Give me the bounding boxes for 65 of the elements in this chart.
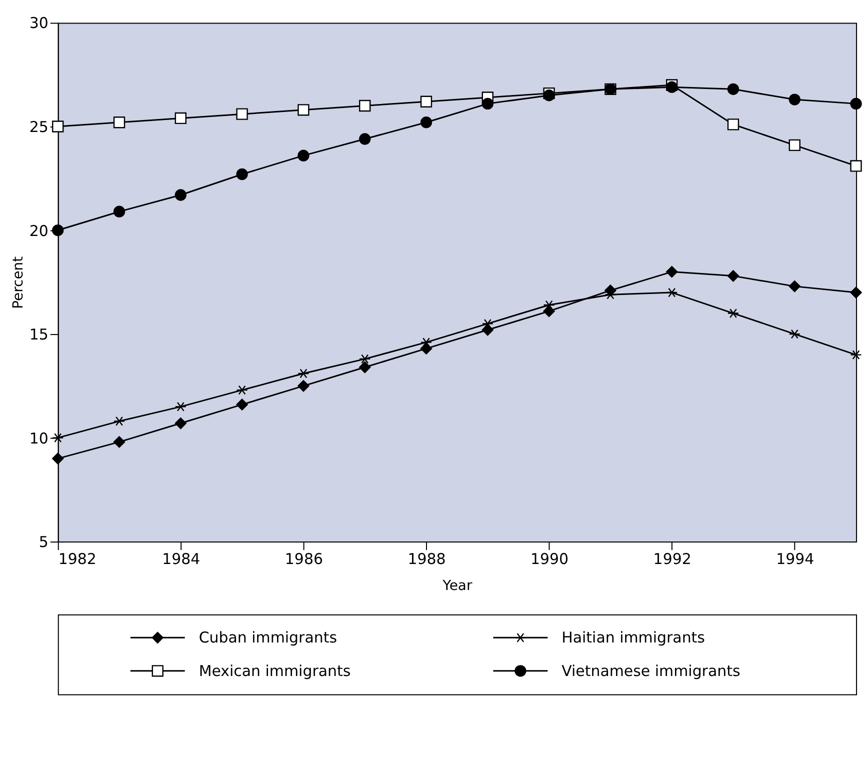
point: [52, 452, 64, 464]
point: [482, 318, 494, 328]
legend-label: Mexican immigrants: [198, 662, 351, 680]
y-tick-label: 10: [29, 429, 48, 448]
point: [236, 398, 248, 410]
x-tick-label: 1990: [530, 550, 569, 568]
y-tick-label: 25: [29, 118, 48, 136]
point: [727, 270, 740, 282]
point: [298, 150, 310, 162]
point: [666, 288, 678, 298]
point: [52, 120, 64, 132]
point: [52, 224, 64, 236]
point: [236, 108, 248, 120]
y-tick-label: 20: [29, 222, 48, 240]
point: [543, 300, 555, 310]
point: [174, 402, 186, 412]
point: [850, 98, 862, 110]
point: [788, 94, 800, 106]
point: [788, 280, 800, 292]
point: [850, 286, 862, 298]
point: [174, 189, 186, 201]
point: [420, 338, 432, 348]
point: [113, 416, 126, 426]
point: [543, 90, 555, 102]
x-tick-label: 1988: [408, 550, 446, 568]
point: [359, 133, 371, 145]
point: [420, 116, 432, 128]
x-tick-label: 1984: [162, 550, 200, 568]
point: [298, 104, 310, 116]
x-tick-label: 1982: [58, 550, 96, 568]
point: [788, 139, 800, 152]
point: [52, 433, 64, 443]
y-tick-label: 5: [38, 533, 48, 552]
point: [236, 385, 248, 395]
point: [113, 116, 126, 128]
y-tick-label: 15: [29, 326, 48, 344]
point: [298, 380, 310, 392]
point: [727, 308, 740, 318]
point: [359, 100, 371, 112]
point: [174, 112, 186, 124]
x-tick-label: 1992: [653, 550, 692, 568]
point: [666, 266, 678, 278]
point: [727, 83, 740, 95]
y-tick-label: 30: [29, 14, 48, 32]
y-axis-title: Percent: [10, 256, 26, 309]
legend-label: Haitian immigrants: [562, 628, 706, 647]
x-tick-label: 1986: [284, 550, 323, 568]
point: [420, 96, 432, 108]
point: [236, 168, 248, 180]
point: [359, 354, 371, 364]
point: [174, 417, 186, 430]
point: [113, 206, 126, 218]
point: [113, 436, 126, 448]
point: [482, 98, 494, 110]
point: [298, 368, 310, 378]
x-tick-label: 1994: [776, 550, 814, 568]
point: [482, 324, 494, 336]
point: [788, 329, 800, 339]
legend-label: Cuban immigrants: [198, 628, 338, 647]
x-axis-title: Year: [442, 578, 472, 594]
legend-label: Vietnamese immigrants: [562, 662, 740, 680]
point: [727, 118, 740, 130]
point: [850, 160, 862, 172]
point: [359, 361, 371, 374]
point: [850, 350, 862, 360]
